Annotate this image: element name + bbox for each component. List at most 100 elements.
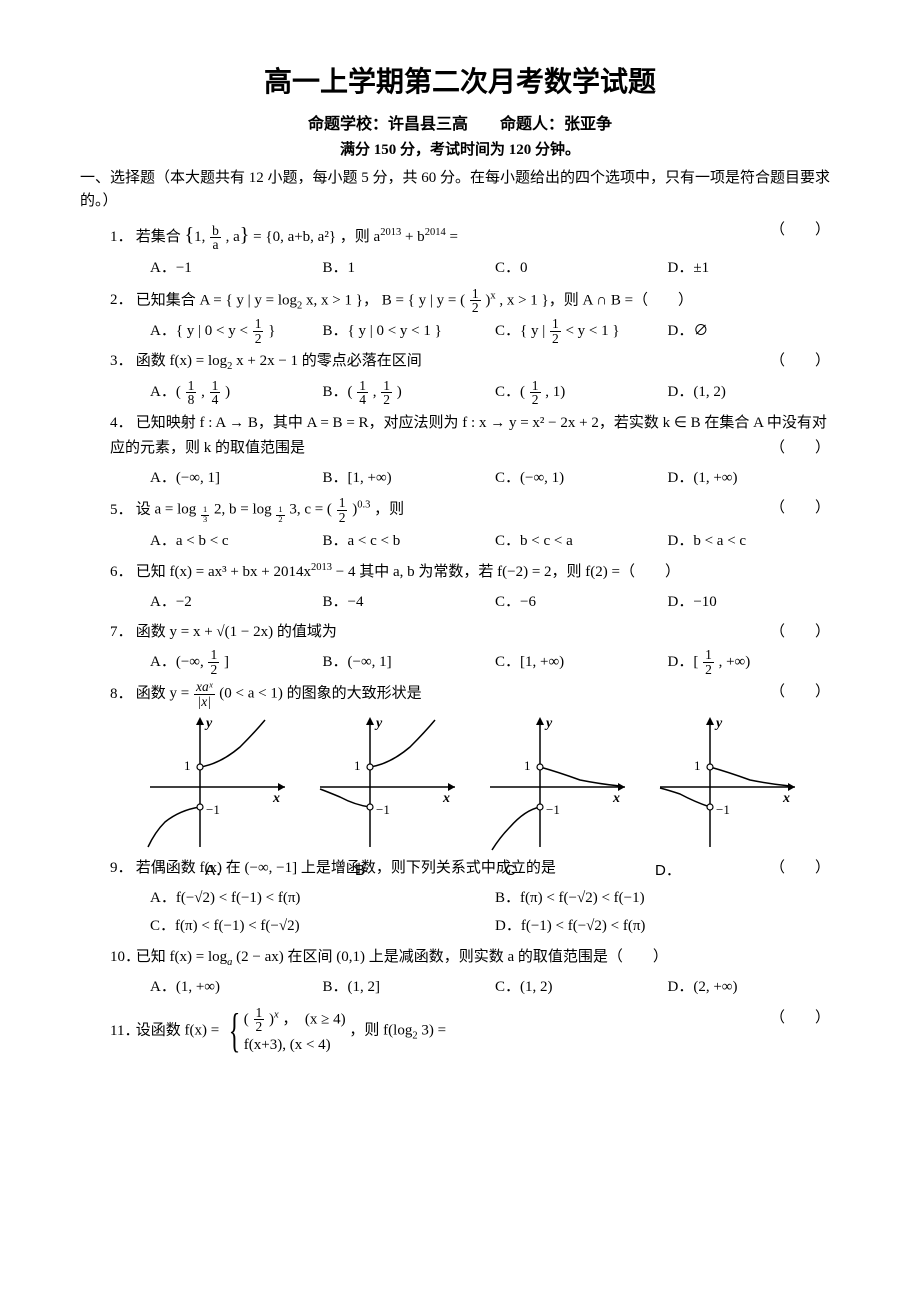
q4-text: 已知映射 f : A → B，其中 A = B = R，对应法则为 f : x … bbox=[110, 415, 827, 457]
q3-tb: x + 2x − 1 的零点必落在区间 bbox=[236, 353, 422, 369]
q3-sub: 2 bbox=[227, 361, 232, 372]
q2-num: 2． bbox=[110, 288, 132, 314]
q5-exp: 0.3 bbox=[357, 500, 370, 511]
q10-suba: a bbox=[227, 957, 232, 968]
q3-bracket: （ ） bbox=[770, 349, 830, 375]
author-line: 命题学校：许昌县三高 命题人：张亚争 bbox=[80, 110, 840, 134]
q5-bracket: （ ） bbox=[770, 496, 830, 522]
q5-ta: 设 a = log bbox=[136, 502, 197, 518]
q3-optC: C．( 12 , 1) bbox=[495, 378, 668, 407]
q7-oDb: , +∞) bbox=[719, 654, 751, 670]
q3-ta: 函数 f(x) = log bbox=[136, 353, 227, 369]
q7-fd: 2 bbox=[208, 663, 219, 677]
q10-optC: C．(1, 2) bbox=[495, 973, 668, 1002]
q1-td: = bbox=[449, 229, 457, 245]
q1-set2: , a bbox=[226, 229, 240, 245]
tick-n1: −1 bbox=[376, 802, 390, 817]
q5-optC: C．b < c < a bbox=[495, 527, 668, 556]
q3-optA: A．( 18 , 14 ) bbox=[150, 378, 323, 407]
q8-chart-D: y x 1 −1 bbox=[650, 712, 800, 852]
q4-bracket: （ ） bbox=[770, 436, 830, 462]
q8-fd: |x| bbox=[194, 695, 215, 709]
q10-optA: A．(1, +∞) bbox=[150, 973, 323, 1002]
q3-f2d: 4 bbox=[210, 393, 221, 407]
question-2: 2． 已知集合 A = { y | y = log2 x, x > 1 }， B… bbox=[110, 287, 840, 315]
q2-oAfd: 2 bbox=[253, 332, 264, 346]
q11-cases: ( 12 )x ， (x ≥ 4) f(x+3), (x < 4) bbox=[244, 1006, 346, 1057]
q3-f5d: 2 bbox=[530, 393, 541, 407]
q3-oBb: , bbox=[373, 384, 381, 400]
q11-fd: 2 bbox=[254, 1020, 265, 1034]
q10-ta: 已知 f(x) = log bbox=[136, 949, 227, 965]
tick-1: 1 bbox=[184, 758, 191, 773]
q2-optD: D．∅ bbox=[668, 317, 841, 346]
q3-oCa: C．( bbox=[495, 384, 525, 400]
q1-options: A．−1 B．1 C．0 D．±1 bbox=[150, 254, 840, 283]
q7-num: 7． bbox=[110, 620, 132, 646]
q6-optB: B．−4 bbox=[323, 588, 496, 617]
page-title: 高一上学期第二次月考数学试题 bbox=[80, 60, 840, 100]
q7-bracket: （ ） bbox=[770, 620, 830, 646]
question-4: 4． 已知映射 f : A → B，其中 A = B = R，对应法则为 f :… bbox=[110, 411, 840, 462]
question-1: 1． 若集合 {1, ba , a} = {0, a+b, a²} ，则 a20… bbox=[110, 218, 840, 252]
q1-e1: 2013 bbox=[380, 227, 401, 238]
q5-tc: 3, c = ( bbox=[289, 502, 332, 518]
q2-fd: 2 bbox=[470, 301, 481, 315]
q7-optC: C．[1, +∞) bbox=[495, 648, 668, 677]
q5-s2d: 2 bbox=[276, 516, 284, 524]
q7-fn2: 1 bbox=[703, 648, 714, 663]
q2-fn: 1 bbox=[470, 287, 481, 302]
exam-info: 满分 150 分，考试时间为 120 分钟。 bbox=[80, 138, 840, 159]
q1-tb: ，则 a bbox=[340, 229, 380, 245]
q11-tc: 3) = bbox=[421, 1023, 446, 1039]
q3-oAc: ) bbox=[225, 384, 230, 400]
q9-optB: B．f(π) < f(−√2) < f(−1) bbox=[495, 884, 840, 913]
q3-oCb: , 1) bbox=[545, 384, 565, 400]
question-7: 7． 函数 y = x + √(1 − 2x) 的值域为 （ ） bbox=[110, 620, 840, 646]
q1-frac-den: a bbox=[210, 238, 221, 252]
q10-tb: (2 − ax) 在区间 (0,1) 上是减函数，则实数 a 的取值范围是（ ） bbox=[236, 949, 668, 965]
q3-oAb: , bbox=[201, 384, 209, 400]
q8-num: 8． bbox=[110, 682, 132, 708]
q3-f1d: 8 bbox=[186, 393, 197, 407]
q4-optB: B．[1, +∞) bbox=[323, 464, 496, 493]
q9-num: 9． bbox=[110, 856, 132, 882]
q2-options: A．{ y | 0 < y < 12 } B．{ y | 0 < y < 1 }… bbox=[150, 317, 840, 346]
q9-ta: 若偶函数 f(x) 在 (−∞, −1] 上是增函数，则下列关系式中成立的是 bbox=[136, 860, 556, 876]
question-10: 10． 已知 f(x) = loga (2 − ax) 在区间 (0,1) 上是… bbox=[110, 945, 840, 972]
axis-x-label: x bbox=[272, 791, 280, 806]
q3-oBa: B．( bbox=[323, 384, 353, 400]
q1-set1: 1, bbox=[194, 229, 205, 245]
q1-text-a: 若集合 bbox=[136, 229, 185, 245]
q1-optC: C．0 bbox=[495, 254, 668, 283]
q11-sub2: 2 bbox=[412, 1031, 417, 1042]
axis-y-label: y bbox=[544, 716, 553, 731]
q2-oAb: } bbox=[268, 323, 275, 339]
tick-n1: −1 bbox=[206, 802, 220, 817]
q3-optD: D．(1, 2) bbox=[668, 378, 841, 407]
q5-optD: D．b < a < c bbox=[668, 527, 841, 556]
question-3: 3． 函数 f(x) = log2 x + 2x − 1 的零点必落在区间 （ … bbox=[110, 349, 840, 376]
q2-ta: 已知集合 A = { y | y = log bbox=[136, 292, 297, 308]
q1-optB: B．1 bbox=[323, 254, 496, 283]
school: 命题学校：许昌县三高 bbox=[308, 116, 468, 133]
tick-1: 1 bbox=[524, 758, 531, 773]
q4-optA: A．(−∞, 1] bbox=[150, 464, 323, 493]
q6-num: 6． bbox=[110, 560, 132, 586]
q9-label-B: B bbox=[355, 858, 365, 884]
q4-optC: C．(−∞, 1) bbox=[495, 464, 668, 493]
author: 命题人：张亚争 bbox=[500, 116, 612, 133]
q3-optB: B．( 14 , 12 ) bbox=[323, 378, 496, 407]
question-9: 9． 若偶函数 f(x) 在 (−∞, −1] 上是增函数，则下列关系式中成立的… bbox=[110, 856, 840, 882]
tick-1: 1 bbox=[354, 758, 361, 773]
q7-oDa: D．[ bbox=[668, 654, 699, 670]
q7-optA: A．(−∞, 12 ] bbox=[150, 648, 323, 677]
tick-n1: −1 bbox=[716, 802, 730, 817]
q8-tb: (0 < a < 1) 的图象的大致形状是 bbox=[219, 686, 421, 702]
q3-oBc: ) bbox=[397, 384, 402, 400]
q11-case1: ( 12 )x ， (x ≥ 4) bbox=[244, 1006, 346, 1034]
q5-tb: 2, b = log bbox=[214, 502, 272, 518]
q6-options: A．−2 B．−4 C．−6 D．−10 bbox=[150, 588, 840, 617]
question-6: 6． 已知 f(x) = ax³ + bx + 2014x2013 − 4 其中… bbox=[110, 559, 840, 586]
axis-y-label: y bbox=[204, 716, 213, 731]
